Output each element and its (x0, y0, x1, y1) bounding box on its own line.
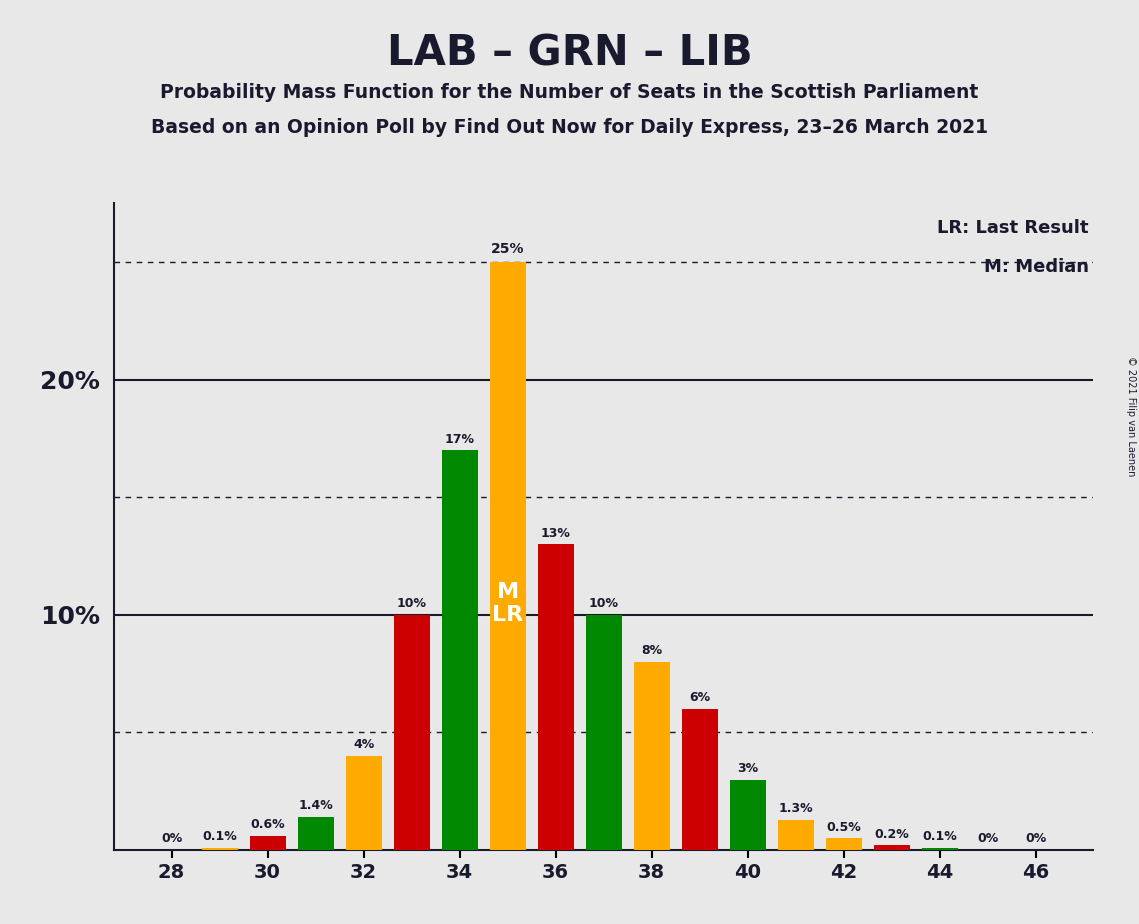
Text: 6%: 6% (689, 691, 711, 704)
Bar (297, 817, 334, 850)
Text: 25%: 25% (491, 242, 524, 256)
Text: 0%: 0% (161, 833, 182, 845)
Text: 1.3%: 1.3% (778, 802, 813, 815)
Text: 10%: 10% (589, 597, 618, 610)
Bar (490, 262, 525, 850)
Bar (202, 847, 238, 850)
Bar (585, 614, 622, 850)
Text: M: Median: M: Median (984, 259, 1089, 276)
Bar (921, 847, 958, 850)
Bar (633, 662, 670, 850)
Text: 0.1%: 0.1% (923, 830, 957, 843)
Text: 0%: 0% (1025, 833, 1047, 845)
Bar (394, 614, 429, 850)
Bar (874, 845, 910, 850)
Text: 1.4%: 1.4% (298, 799, 333, 812)
Text: M
LR: M LR (492, 581, 523, 625)
Text: 3%: 3% (737, 761, 759, 775)
Text: 17%: 17% (444, 432, 475, 445)
Text: 13%: 13% (541, 527, 571, 540)
Text: 0%: 0% (977, 833, 999, 845)
Text: 0.1%: 0.1% (202, 830, 237, 843)
Text: 0.2%: 0.2% (875, 828, 909, 841)
Bar (778, 820, 813, 850)
Text: © 2021 Filip van Laenen: © 2021 Filip van Laenen (1126, 356, 1136, 476)
Bar (826, 838, 862, 850)
Bar (345, 756, 382, 850)
Text: LR: Last Result: LR: Last Result (937, 220, 1089, 237)
Text: 0.6%: 0.6% (251, 819, 285, 832)
Bar (249, 836, 286, 850)
Text: Probability Mass Function for the Number of Seats in the Scottish Parliament: Probability Mass Function for the Number… (161, 83, 978, 103)
Text: 0.5%: 0.5% (827, 821, 861, 833)
Bar (730, 780, 765, 850)
Text: LAB – GRN – LIB: LAB – GRN – LIB (386, 32, 753, 74)
Bar (442, 450, 477, 850)
Bar (538, 544, 574, 850)
Text: 10%: 10% (396, 597, 427, 610)
Bar (682, 709, 718, 850)
Text: 4%: 4% (353, 738, 375, 751)
Text: Based on an Opinion Poll by Find Out Now for Daily Express, 23–26 March 2021: Based on an Opinion Poll by Find Out Now… (151, 118, 988, 138)
Text: 8%: 8% (641, 644, 662, 657)
